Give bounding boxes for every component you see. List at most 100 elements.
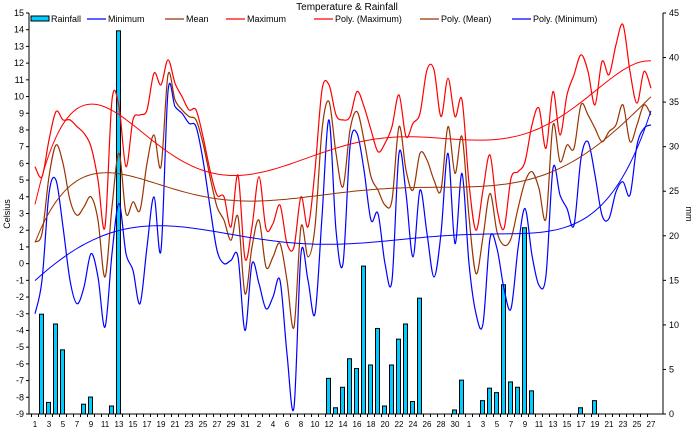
rainfall-bar [333,407,338,415]
y-tick-label: 4 [19,192,24,202]
x-tick-label: 19 [157,420,166,429]
rainfall-bar [501,284,506,415]
x-tick-label: 15 [129,420,138,429]
y-tick-label: 11 [15,75,24,85]
rainfall-bar [515,386,520,415]
y-tick-label: -6 [16,359,24,369]
y-tick-label: -8 [16,392,24,402]
y-tick-label: 0 [19,259,24,269]
y2-tick-label: 45 [669,8,679,18]
x-tick-label: 26 [423,420,432,429]
y-tick-label: -1 [16,275,24,285]
x-tick-label: 3 [47,420,52,429]
rainfall-bar [487,387,492,415]
rainfall-bar [368,364,373,415]
y2-tick-label: 25 [669,186,679,196]
y2-tick-label: 10 [669,320,679,330]
mean-line [34,71,652,329]
rainfall-bar [480,400,485,415]
x-tick-label: 6 [285,420,290,429]
x-tick-label: 11 [101,420,110,429]
rainfall-bar [529,390,534,415]
y-tick-label: 7 [19,142,24,152]
y-axis-label: Celsius [2,199,12,229]
rainfall-bar [53,323,58,415]
rainfall-bar [578,407,583,415]
x-tick-label: 5 [495,420,500,429]
y-tick-label: 5 [19,175,24,185]
x-tick-label: 21 [605,420,614,429]
rainfall-bar [340,386,345,415]
y2-axis-label: mm [684,207,694,222]
x-tick-label: 7 [75,420,80,429]
x-tick-label: 7 [509,420,514,429]
y-tick-label: 12 [14,58,24,68]
legend-label-mean: Mean [186,14,209,24]
rainfall-bar [109,405,114,415]
rainfall-bar [347,358,352,415]
rainfall-bar [60,349,65,415]
rainfall-bar [592,400,597,415]
x-tick-label: 23 [619,420,628,429]
y2-tick-label: 0 [669,409,674,419]
rainfall-bar [417,297,422,415]
legend-label-poly-minimum: Poly. (Minimum) [533,14,597,24]
y-tick-label: 15 [14,8,24,18]
poly-maximum-trendline [34,60,652,205]
rainfall-bar [375,327,380,415]
rainfall-bar [81,403,86,415]
x-tick-label: 13 [115,420,124,429]
y2-tick-label: 30 [669,142,679,152]
chart-title: Temperature & Rainfall [296,2,398,13]
rainfall-bar [354,368,359,415]
y-tick-label: 13 [14,41,24,51]
x-tick-label: 13 [549,420,558,429]
x-tick-label: 23 [185,420,194,429]
rainfall-bar [508,381,513,415]
poly-minimum-trendline [34,110,652,281]
y-tick-label: 1 [19,242,24,252]
x-tick-label: 20 [381,420,390,429]
x-tick-label: 18 [367,420,376,429]
x-tick-label: 2 [257,420,262,429]
x-tick-label: 9 [89,420,94,429]
x-tick-label: 22 [395,420,404,429]
x-tick-label: 27 [647,420,656,429]
x-tick-label: 17 [143,420,152,429]
legend-label-poly-mean: Poly. (Mean) [441,14,491,24]
y2-tick-label: 35 [669,97,679,107]
y2-tick-label: 20 [669,231,679,241]
legend: Rainfall Minimum Mean Maximum Poly. (Maximum… [30,14,597,24]
rainfall-bar [396,338,401,415]
x-tick-label: 19 [591,420,600,429]
y-tick-label: 3 [19,209,24,219]
axes: -9-8-7-6-5-4-3-2-10123456789101112131415… [14,8,679,429]
y-tick-label: 9 [19,108,24,118]
minimum-line [34,82,652,412]
y-tick-label: -5 [16,342,24,352]
y-tick-label: 2 [19,225,24,235]
x-tick-label: 21 [171,420,180,429]
x-tick-label: 12 [325,420,334,429]
x-tick-label: 4 [271,420,276,429]
rainfall-bar [452,409,457,415]
rainfall-bar [46,401,51,415]
x-tick-label: 1 [33,420,38,429]
x-tick-label: 25 [633,420,642,429]
x-tick-label: 16 [353,420,362,429]
legend-label-poly-maximum: Poly. (Maximum) [335,14,402,24]
y-tick-label: -4 [16,325,24,335]
x-tick-label: 9 [523,420,528,429]
rainfall-bar [389,364,394,415]
y2-tick-label: 15 [669,275,679,285]
y-tick-label: 14 [14,25,24,35]
x-tick-label: 15 [563,420,572,429]
y-tick-label: -9 [16,409,24,419]
y-tick-label: 10 [14,92,24,102]
x-tick-label: 28 [437,420,446,429]
x-tick-label: 31 [241,420,250,429]
rainfall-bar [361,265,366,415]
x-tick-label: 1 [467,420,472,429]
y-tick-label: -2 [16,292,24,302]
